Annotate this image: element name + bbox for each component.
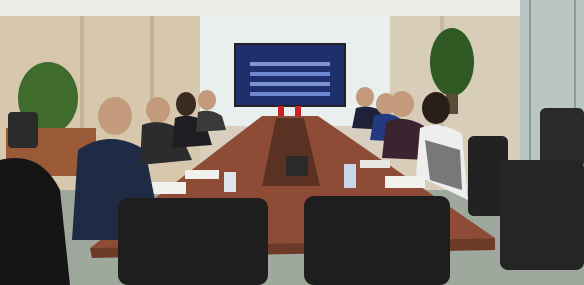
chair [500, 160, 584, 270]
wall-panel-seam [80, 16, 84, 136]
person-head [176, 92, 196, 116]
screen-content [250, 82, 330, 86]
conference-phone [286, 156, 308, 176]
screen-content [250, 72, 330, 76]
page [0, 0, 584, 285]
chair [540, 108, 584, 168]
laptop [360, 160, 390, 168]
ceiling [0, 0, 584, 16]
person-head [98, 97, 132, 135]
water-bottle [344, 164, 356, 188]
person-head [198, 90, 216, 110]
person-head [356, 87, 374, 107]
water-bottle [224, 172, 236, 192]
document [185, 170, 219, 179]
document [385, 176, 425, 188]
screen-content [250, 62, 330, 66]
person-head [390, 91, 414, 117]
chair [304, 196, 450, 285]
screen-content [250, 92, 330, 96]
chair [8, 112, 38, 148]
chair [118, 198, 268, 285]
person-head [146, 97, 170, 123]
person-head [422, 92, 450, 124]
document [150, 182, 186, 194]
plant-right [430, 28, 474, 96]
meeting-room-photo [0, 0, 584, 285]
